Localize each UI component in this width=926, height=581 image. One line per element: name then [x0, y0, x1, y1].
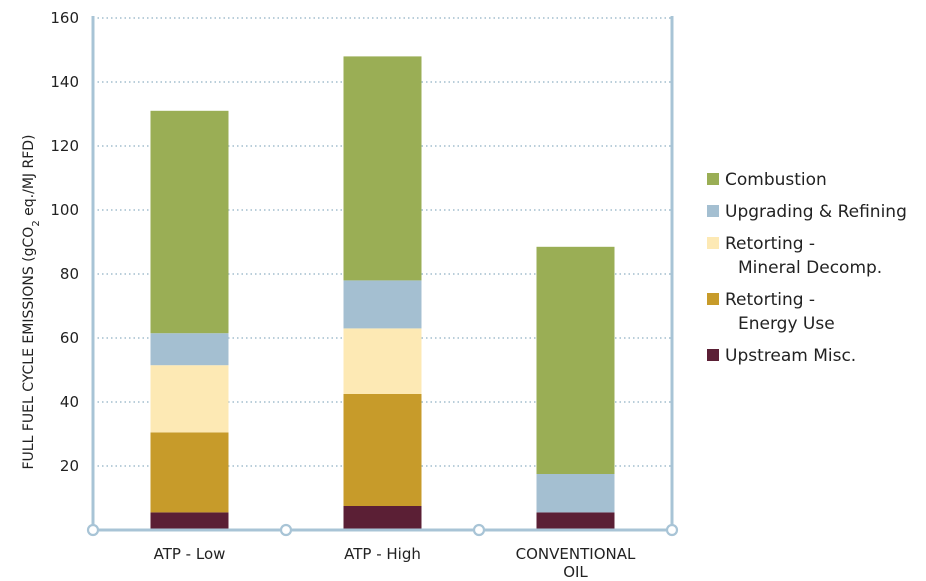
legend-item: Retorting -Energy Use	[707, 290, 835, 334]
x-axis-marker	[665, 523, 679, 537]
bar-segment	[150, 333, 229, 366]
legend-swatch	[707, 173, 719, 185]
y-tick-label: 140	[50, 73, 79, 91]
legend: Combustion Upgrading & Refining Retorting …	[707, 170, 907, 366]
legend-swatch	[707, 293, 719, 305]
bar-segment	[343, 506, 422, 530]
bar-segment	[343, 394, 422, 506]
bar-segment	[343, 280, 422, 329]
y-tick-label: 160	[50, 9, 79, 27]
legend-swatch	[707, 349, 719, 361]
bar-segment	[150, 512, 229, 530]
y-tick-label: 60	[60, 329, 79, 347]
legend-label: Upgrading & Refining	[725, 202, 907, 222]
bar-segment	[343, 56, 422, 281]
bar-segment	[150, 110, 229, 334]
bar-segment	[343, 328, 422, 394]
legend-label: Upstream Misc.	[725, 346, 856, 366]
x-category-label: CONVENTIONAL OIL	[516, 545, 636, 581]
y-tick-label: 100	[50, 201, 79, 219]
chart-frame	[86, 16, 679, 537]
x-axis-marker	[86, 523, 100, 537]
y-axis-label: FULL FUEL CYCLE EMISSIONS (gCO2 eq./MJ R…	[21, 134, 42, 469]
bar-stacks	[150, 56, 615, 530]
legend-swatch	[707, 205, 719, 217]
legend-item: Retorting -Mineral Decomp.	[707, 234, 882, 278]
y-tick-label: 40	[60, 393, 79, 411]
legend-swatch	[707, 237, 719, 249]
y-tick-label: 120	[50, 137, 79, 155]
legend-item: Upgrading & Refining	[707, 202, 907, 222]
legend-label: Combustion	[725, 170, 827, 190]
legend-item: Upstream Misc.	[707, 346, 856, 366]
bar-segment	[536, 512, 615, 530]
bar-segment	[536, 246, 615, 474]
x-axis-marker	[472, 523, 486, 537]
legend-item: Combustion	[707, 170, 827, 190]
y-tick-label: 80	[60, 265, 79, 283]
bar-segment	[150, 365, 229, 433]
bar-segment	[150, 432, 229, 513]
x-axis-marker	[279, 523, 293, 537]
x-category-label: ATP - High	[344, 545, 421, 563]
legend-label: Retorting -Mineral Decomp.	[725, 234, 882, 278]
y-tick-label: 20	[60, 457, 79, 475]
x-category-label: ATP - Low	[154, 545, 226, 563]
legend-label: Retorting -Energy Use	[725, 290, 835, 334]
bar-segment	[536, 474, 615, 513]
y-axis-ticks: 20 40 60 80 100 120 140 160	[50, 9, 79, 475]
x-axis-categories: ATP - Low ATP - High CONVENTIONAL OIL	[154, 545, 636, 581]
